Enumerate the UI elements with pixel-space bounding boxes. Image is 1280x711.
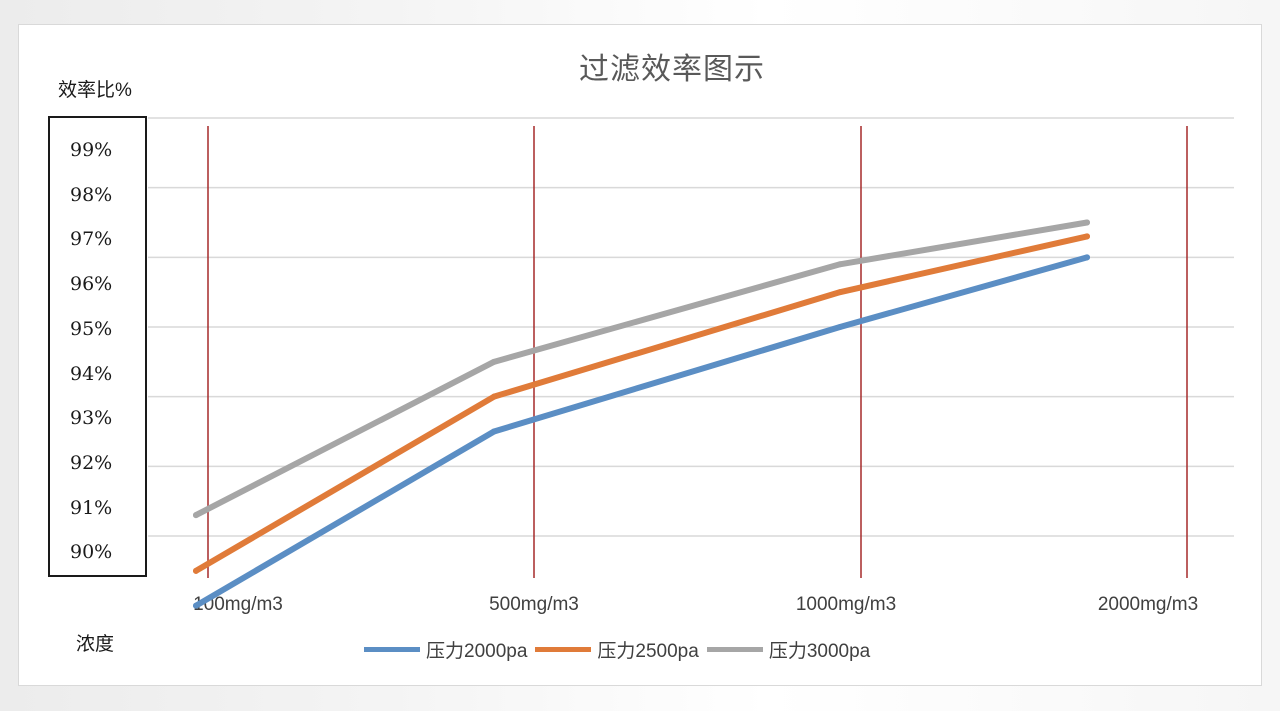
chart-title: 过滤效率图示 [579, 53, 765, 86]
x-tick-label: 1000mg/m3 [795, 594, 897, 615]
legend-swatch [364, 647, 420, 652]
legend-item: 压力2000pa [364, 636, 527, 663]
y-tick-label: 90% [70, 541, 113, 564]
data-point [837, 261, 843, 268]
data-point [1084, 219, 1090, 226]
y-tick-label: 98% [70, 183, 113, 206]
data-point [193, 602, 199, 609]
x-tick-label: 2000mg/m3 [1097, 594, 1199, 615]
legend-label: 压力2000pa [426, 641, 528, 662]
y-tick-label: 93% [70, 407, 113, 430]
data-point [193, 567, 199, 574]
series-line [193, 219, 1090, 519]
y-tick-label: 95% [70, 317, 113, 340]
x-axis-label: 浓度 [76, 634, 115, 655]
series-line [193, 233, 1090, 574]
legend-label: 压力3000pa [768, 641, 871, 662]
data-point [837, 289, 843, 296]
legend-label: 压力2500pa [597, 641, 699, 662]
legend-swatch [706, 647, 763, 652]
legend: 压力2000pa 压力2500pa 压力3000pa [364, 636, 878, 663]
y-tick-label: 97% [70, 228, 113, 251]
x-tick-label: 500mg/m3 [489, 594, 579, 615]
y-axis-label: 效率比% [58, 80, 132, 101]
data-point [837, 324, 843, 330]
data-point [1084, 254, 1090, 261]
legend-item: 压力3000pa [706, 636, 871, 663]
series-line [193, 254, 1090, 609]
data-point [1084, 233, 1090, 240]
legend-swatch [535, 647, 592, 652]
y-tick-label: 92% [70, 451, 113, 474]
data-point [193, 512, 199, 519]
legend-item: 压力2500pa [535, 636, 699, 663]
x-tick-label: 100mg/m3 [193, 594, 283, 615]
y-tick-label: 91% [70, 496, 113, 519]
y-tick-label: 99% [70, 139, 113, 161]
data-point [491, 428, 497, 435]
data-point [491, 358, 497, 365]
y-tick-label: 94% [70, 362, 113, 385]
y-tick-label: 96% [70, 273, 113, 296]
y-tick-box [48, 116, 147, 577]
data-point [491, 393, 497, 400]
